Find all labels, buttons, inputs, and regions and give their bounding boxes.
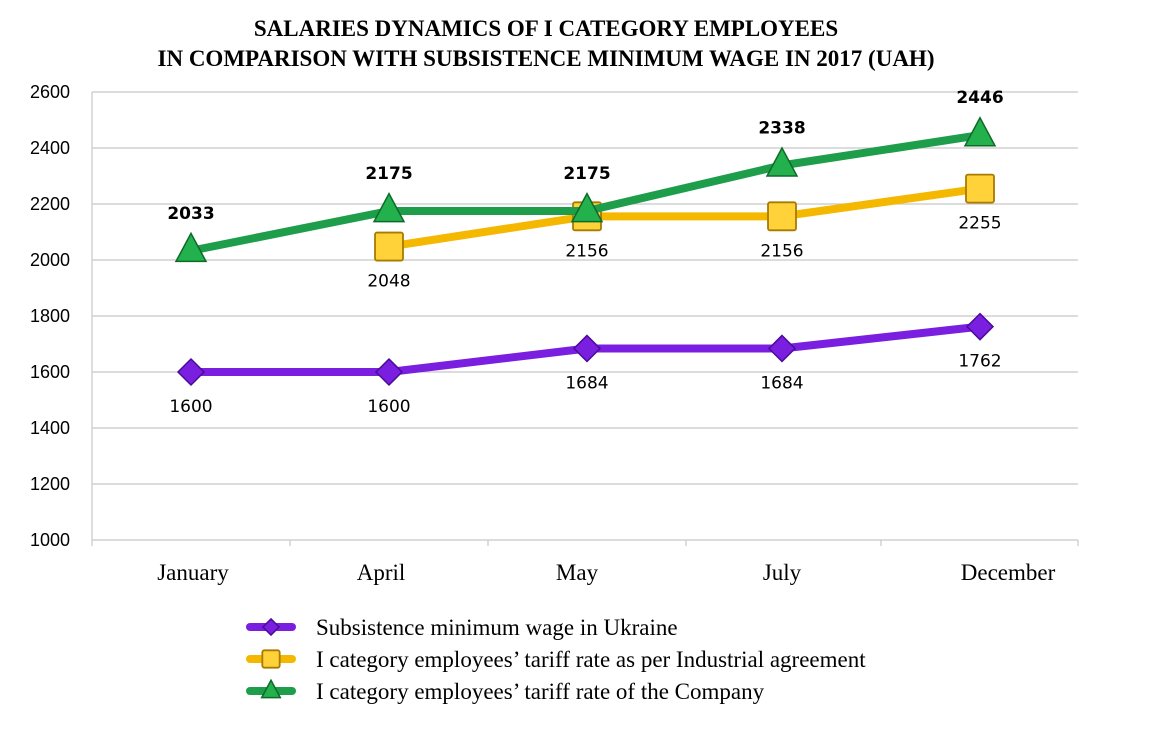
data-point-diamond <box>767 334 797 363</box>
x-category-label: January <box>157 560 229 585</box>
x-category-label: April <box>357 560 406 585</box>
data-point-triangle <box>765 146 799 177</box>
series-layer <box>174 116 997 387</box>
y-tick-label: 1600 <box>30 362 70 382</box>
data-point-triangle <box>174 231 208 263</box>
y-tick-label: 1000 <box>30 530 70 550</box>
y-tick-label: 2400 <box>30 138 70 158</box>
y-axis: 1000 1200 1400 1600 1800 2000 2200 2400 2600 <box>30 82 93 550</box>
legend-label: I category employees’ tariff rate of the… <box>316 679 765 704</box>
data-label: 2175 <box>563 164 610 184</box>
data-point-triangle <box>372 192 406 223</box>
data-point-square <box>965 173 995 204</box>
x-category-label: December <box>961 560 1056 585</box>
y-tick-label: 2000 <box>30 250 70 270</box>
y-tick-label: 2600 <box>30 82 70 102</box>
y-tick-label: 1800 <box>30 306 70 326</box>
data-point-diamond <box>965 312 995 341</box>
legend-entry-square: I category employees’ tariff rate as per… <box>246 647 866 672</box>
chart-title-line1: SALARIES DYNAMICS OF I CATEGORY EMPLOYEE… <box>253 16 839 41</box>
series-triangle <box>174 116 997 263</box>
data-label: 1762 <box>958 352 1001 372</box>
y-tick-label: 1200 <box>30 474 70 494</box>
chart-title-line2: IN COMPARISON WITH SUBSISTENCE MINIMUM W… <box>157 46 935 71</box>
data-label: 2156 <box>760 241 803 261</box>
data-label: 2033 <box>167 204 214 224</box>
data-label: 2446 <box>956 88 1003 108</box>
data-point-triangle <box>963 116 997 147</box>
x-axis: January April May July December <box>91 540 1079 585</box>
series-diamond <box>176 312 995 387</box>
data-label: 2255 <box>958 214 1001 234</box>
legend-label: I category employees’ tariff rate as per… <box>316 647 866 672</box>
y-tick-label: 1400 <box>30 418 70 438</box>
legend-swatch-marker <box>261 617 281 637</box>
legend-label: Subsistence minimum wage in Ukraine <box>316 615 678 640</box>
series-line <box>187 131 984 255</box>
legend-swatch-marker <box>260 678 282 699</box>
gridlines <box>92 91 1078 541</box>
x-category-label: July <box>763 560 802 585</box>
data-label: 2048 <box>367 272 410 292</box>
data-labels: 1600 1600 1684 1684 1762 2048 2156 2156 2255 2033… <box>167 88 1003 417</box>
legend-swatch-marker <box>261 649 281 669</box>
data-label: 1600 <box>367 397 410 417</box>
data-point-square <box>767 201 797 232</box>
data-label: 2338 <box>758 118 805 138</box>
series-line <box>385 184 984 251</box>
data-label: 1684 <box>760 373 803 393</box>
data-point-square <box>374 231 404 262</box>
legend-entry-triangle: I category employees’ tariff rate of the… <box>246 678 765 704</box>
legend-entry-diamond: Subsistence minimum wage in Ukraine <box>246 615 678 640</box>
legend: Subsistence minimum wage in Ukraine I cat… <box>246 615 866 704</box>
data-point-triangle <box>570 192 604 223</box>
data-label: 1600 <box>169 397 212 417</box>
data-label: 2156 <box>565 241 608 261</box>
data-point-diamond <box>374 357 404 387</box>
chart-title: SALARIES DYNAMICS OF I CATEGORY EMPLOYEE… <box>0 14 1092 74</box>
x-category-label: May <box>556 560 599 585</box>
y-tick-label: 2200 <box>30 194 70 214</box>
data-label: 2175 <box>365 164 412 184</box>
data-point-diamond <box>572 334 602 363</box>
data-point-diamond <box>176 357 206 387</box>
data-label: 1684 <box>565 373 608 393</box>
